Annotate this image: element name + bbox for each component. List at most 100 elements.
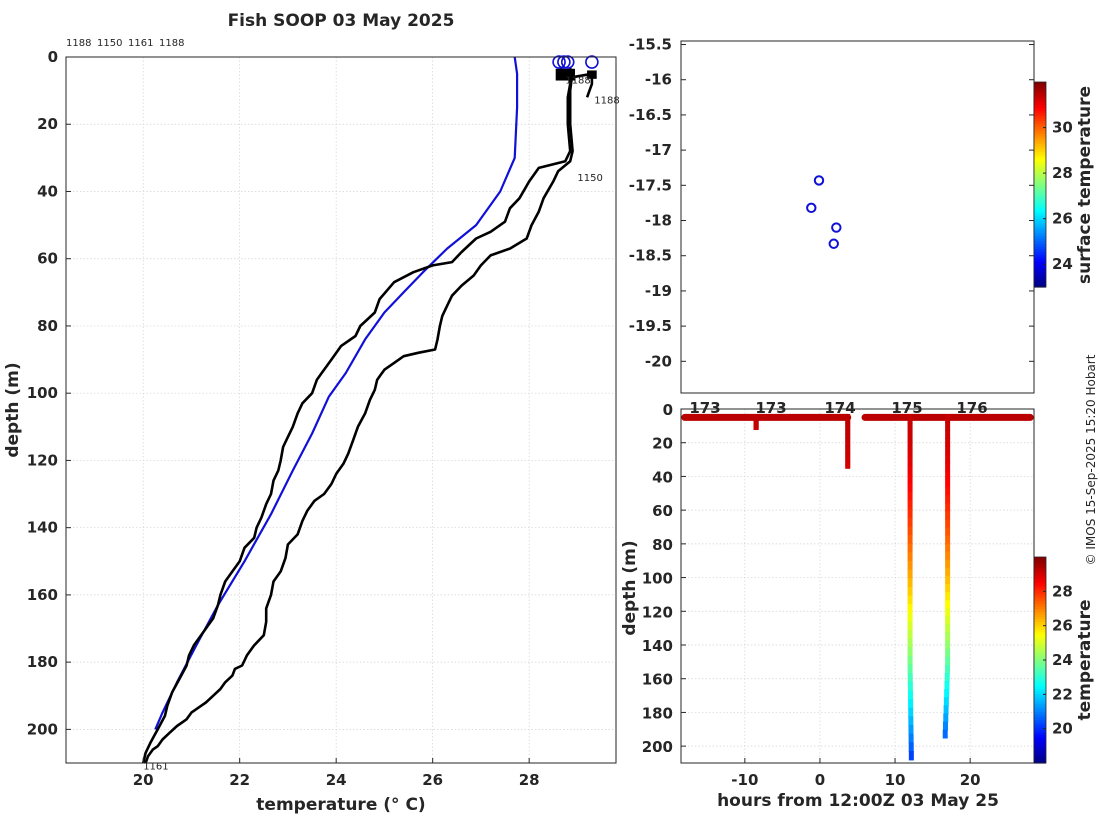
y-tick-label: 120 bbox=[642, 603, 673, 621]
colorbar-swatch bbox=[1034, 199, 1046, 204]
marker-surface-1161 bbox=[560, 55, 575, 69]
colorbar-swatch bbox=[1034, 243, 1046, 247]
y-tick-label: 60 bbox=[37, 250, 58, 268]
x-tick-label: 26 bbox=[422, 771, 443, 789]
colorbar-swatch bbox=[1034, 562, 1046, 566]
colorbar-swatch bbox=[1034, 133, 1046, 137]
colorbar-swatch bbox=[1034, 641, 1046, 646]
colorbar-swatch bbox=[1034, 125, 1046, 129]
x-tick-label: 20 bbox=[133, 771, 154, 789]
colorbar-swatch bbox=[1034, 569, 1046, 574]
colorbar-swatch bbox=[1034, 197, 1046, 201]
colorbar-swatch bbox=[1034, 156, 1046, 160]
colorbar-swatch bbox=[1034, 737, 1046, 741]
colorbar-swatch bbox=[1034, 97, 1046, 101]
y-tick-label: 100 bbox=[27, 384, 58, 402]
colorbar-frame bbox=[1033, 81, 1047, 288]
x-tick-label: 24 bbox=[326, 771, 347, 789]
profile-id-labels: 1188 1188 1150 1161 bbox=[143, 76, 620, 773]
colorbar-swatch bbox=[1034, 87, 1046, 91]
colorbar-swatch bbox=[1034, 757, 1046, 762]
colorbar-swatch bbox=[1034, 143, 1046, 147]
y-tick-label: 0 bbox=[663, 401, 673, 419]
colorbar-swatch bbox=[1034, 559, 1046, 563]
colorbar-swatch bbox=[1034, 212, 1046, 216]
colorbar-swatch bbox=[1034, 192, 1046, 196]
colorbar-swatch bbox=[1034, 755, 1046, 759]
profile-frame bbox=[65, 56, 617, 764]
colorbar-swatch bbox=[1034, 585, 1046, 589]
colorbar-swatch bbox=[1034, 228, 1046, 232]
y-tick-label: -18.5 bbox=[629, 247, 672, 265]
colorbar-swatch bbox=[1034, 729, 1046, 733]
colorbar-swatch bbox=[1034, 575, 1046, 579]
position-marker bbox=[831, 222, 842, 233]
colorbar-swatch bbox=[1034, 587, 1046, 592]
colorbar-swatch bbox=[1034, 557, 1046, 561]
colorbar-tick-label: 30 bbox=[1052, 119, 1073, 137]
colorbar-swatch bbox=[1034, 629, 1046, 633]
colorbar-swatch bbox=[1034, 266, 1046, 270]
top-tick-label: 173 bbox=[755, 399, 786, 417]
marker-surface-1150 bbox=[557, 55, 571, 69]
colorbar-swatch bbox=[1034, 138, 1046, 142]
colorbar-swatch bbox=[1034, 678, 1046, 682]
colorbar-swatch bbox=[1034, 248, 1046, 252]
surface-cluster bbox=[555, 68, 575, 81]
y-tick-label: 180 bbox=[27, 653, 58, 671]
y-tick-label: 140 bbox=[27, 519, 58, 537]
series-profile-1161 bbox=[144, 70, 574, 764]
colorbar-swatch bbox=[1034, 251, 1046, 255]
chart-title: Fish SOOP 03 May 2025 bbox=[228, 11, 455, 31]
y-tick-label: -18 bbox=[645, 212, 672, 230]
colorbar-swatch bbox=[1034, 230, 1046, 234]
colorbar-swatch bbox=[1034, 94, 1046, 98]
position-marker bbox=[828, 238, 839, 249]
colorbar-swatch bbox=[1034, 276, 1046, 280]
colorbar-label: surface temperature bbox=[1075, 86, 1095, 284]
section-grid bbox=[681, 408, 1034, 763]
x-tick-label: 22 bbox=[229, 771, 250, 789]
colorbar-swatch bbox=[1034, 701, 1046, 705]
colorbar-swatch bbox=[1034, 672, 1046, 677]
colorbar-swatch bbox=[1034, 747, 1046, 751]
colorbar-swatch bbox=[1034, 577, 1046, 581]
y-tick-label: 160 bbox=[642, 671, 673, 689]
header-id: 1188 bbox=[159, 38, 184, 49]
colorbar-swatch bbox=[1034, 271, 1046, 275]
colorbar-swatch bbox=[1034, 647, 1046, 651]
colorbar-swatch bbox=[1034, 698, 1046, 702]
colorbar-swatch bbox=[1034, 721, 1046, 725]
map-points bbox=[806, 175, 842, 249]
y-tick-label: -15.5 bbox=[629, 36, 672, 54]
y-tick-label: 80 bbox=[652, 536, 673, 554]
colorbar-swatch bbox=[1034, 130, 1046, 134]
x-axis-label: hours from 12:00Z 03 May 25 bbox=[717, 791, 999, 811]
position-marker bbox=[806, 202, 817, 214]
colorbar-swatch bbox=[1034, 110, 1046, 114]
colorbar-swatch bbox=[1034, 225, 1046, 229]
y-tick-label: -16.5 bbox=[629, 106, 672, 124]
colorbar-swatch bbox=[1034, 233, 1046, 237]
colorbar-swatch bbox=[1034, 675, 1046, 679]
colorbar-swatch bbox=[1034, 580, 1046, 584]
colorbar-swatch bbox=[1034, 174, 1046, 178]
y-tick-label: -17.5 bbox=[629, 176, 672, 194]
colorbar-swatch bbox=[1034, 215, 1046, 219]
colorbar-swatch bbox=[1034, 744, 1046, 749]
top-tick-label: 176 bbox=[956, 399, 987, 417]
colorbar-swatch bbox=[1034, 161, 1046, 165]
colorbar-swatch bbox=[1034, 164, 1046, 168]
position-marker bbox=[813, 175, 825, 186]
colorbar-swatch bbox=[1034, 99, 1046, 104]
y-tick-label: 20 bbox=[652, 435, 673, 453]
colorbar-swatch bbox=[1034, 181, 1046, 186]
colorbar-swatch bbox=[1034, 572, 1046, 576]
colorbar-swatch bbox=[1034, 158, 1046, 163]
colorbar-swatch bbox=[1034, 120, 1046, 124]
colorbar-tick-label: 24 bbox=[1052, 651, 1073, 669]
position-map: -15.5 -16 -16.5 -17 -17.5 -18 -18.5 -19 -19.5 -20… bbox=[629, 36, 1095, 394]
profile-surface-markers bbox=[552, 55, 599, 69]
colorbar-swatch bbox=[1034, 732, 1046, 736]
